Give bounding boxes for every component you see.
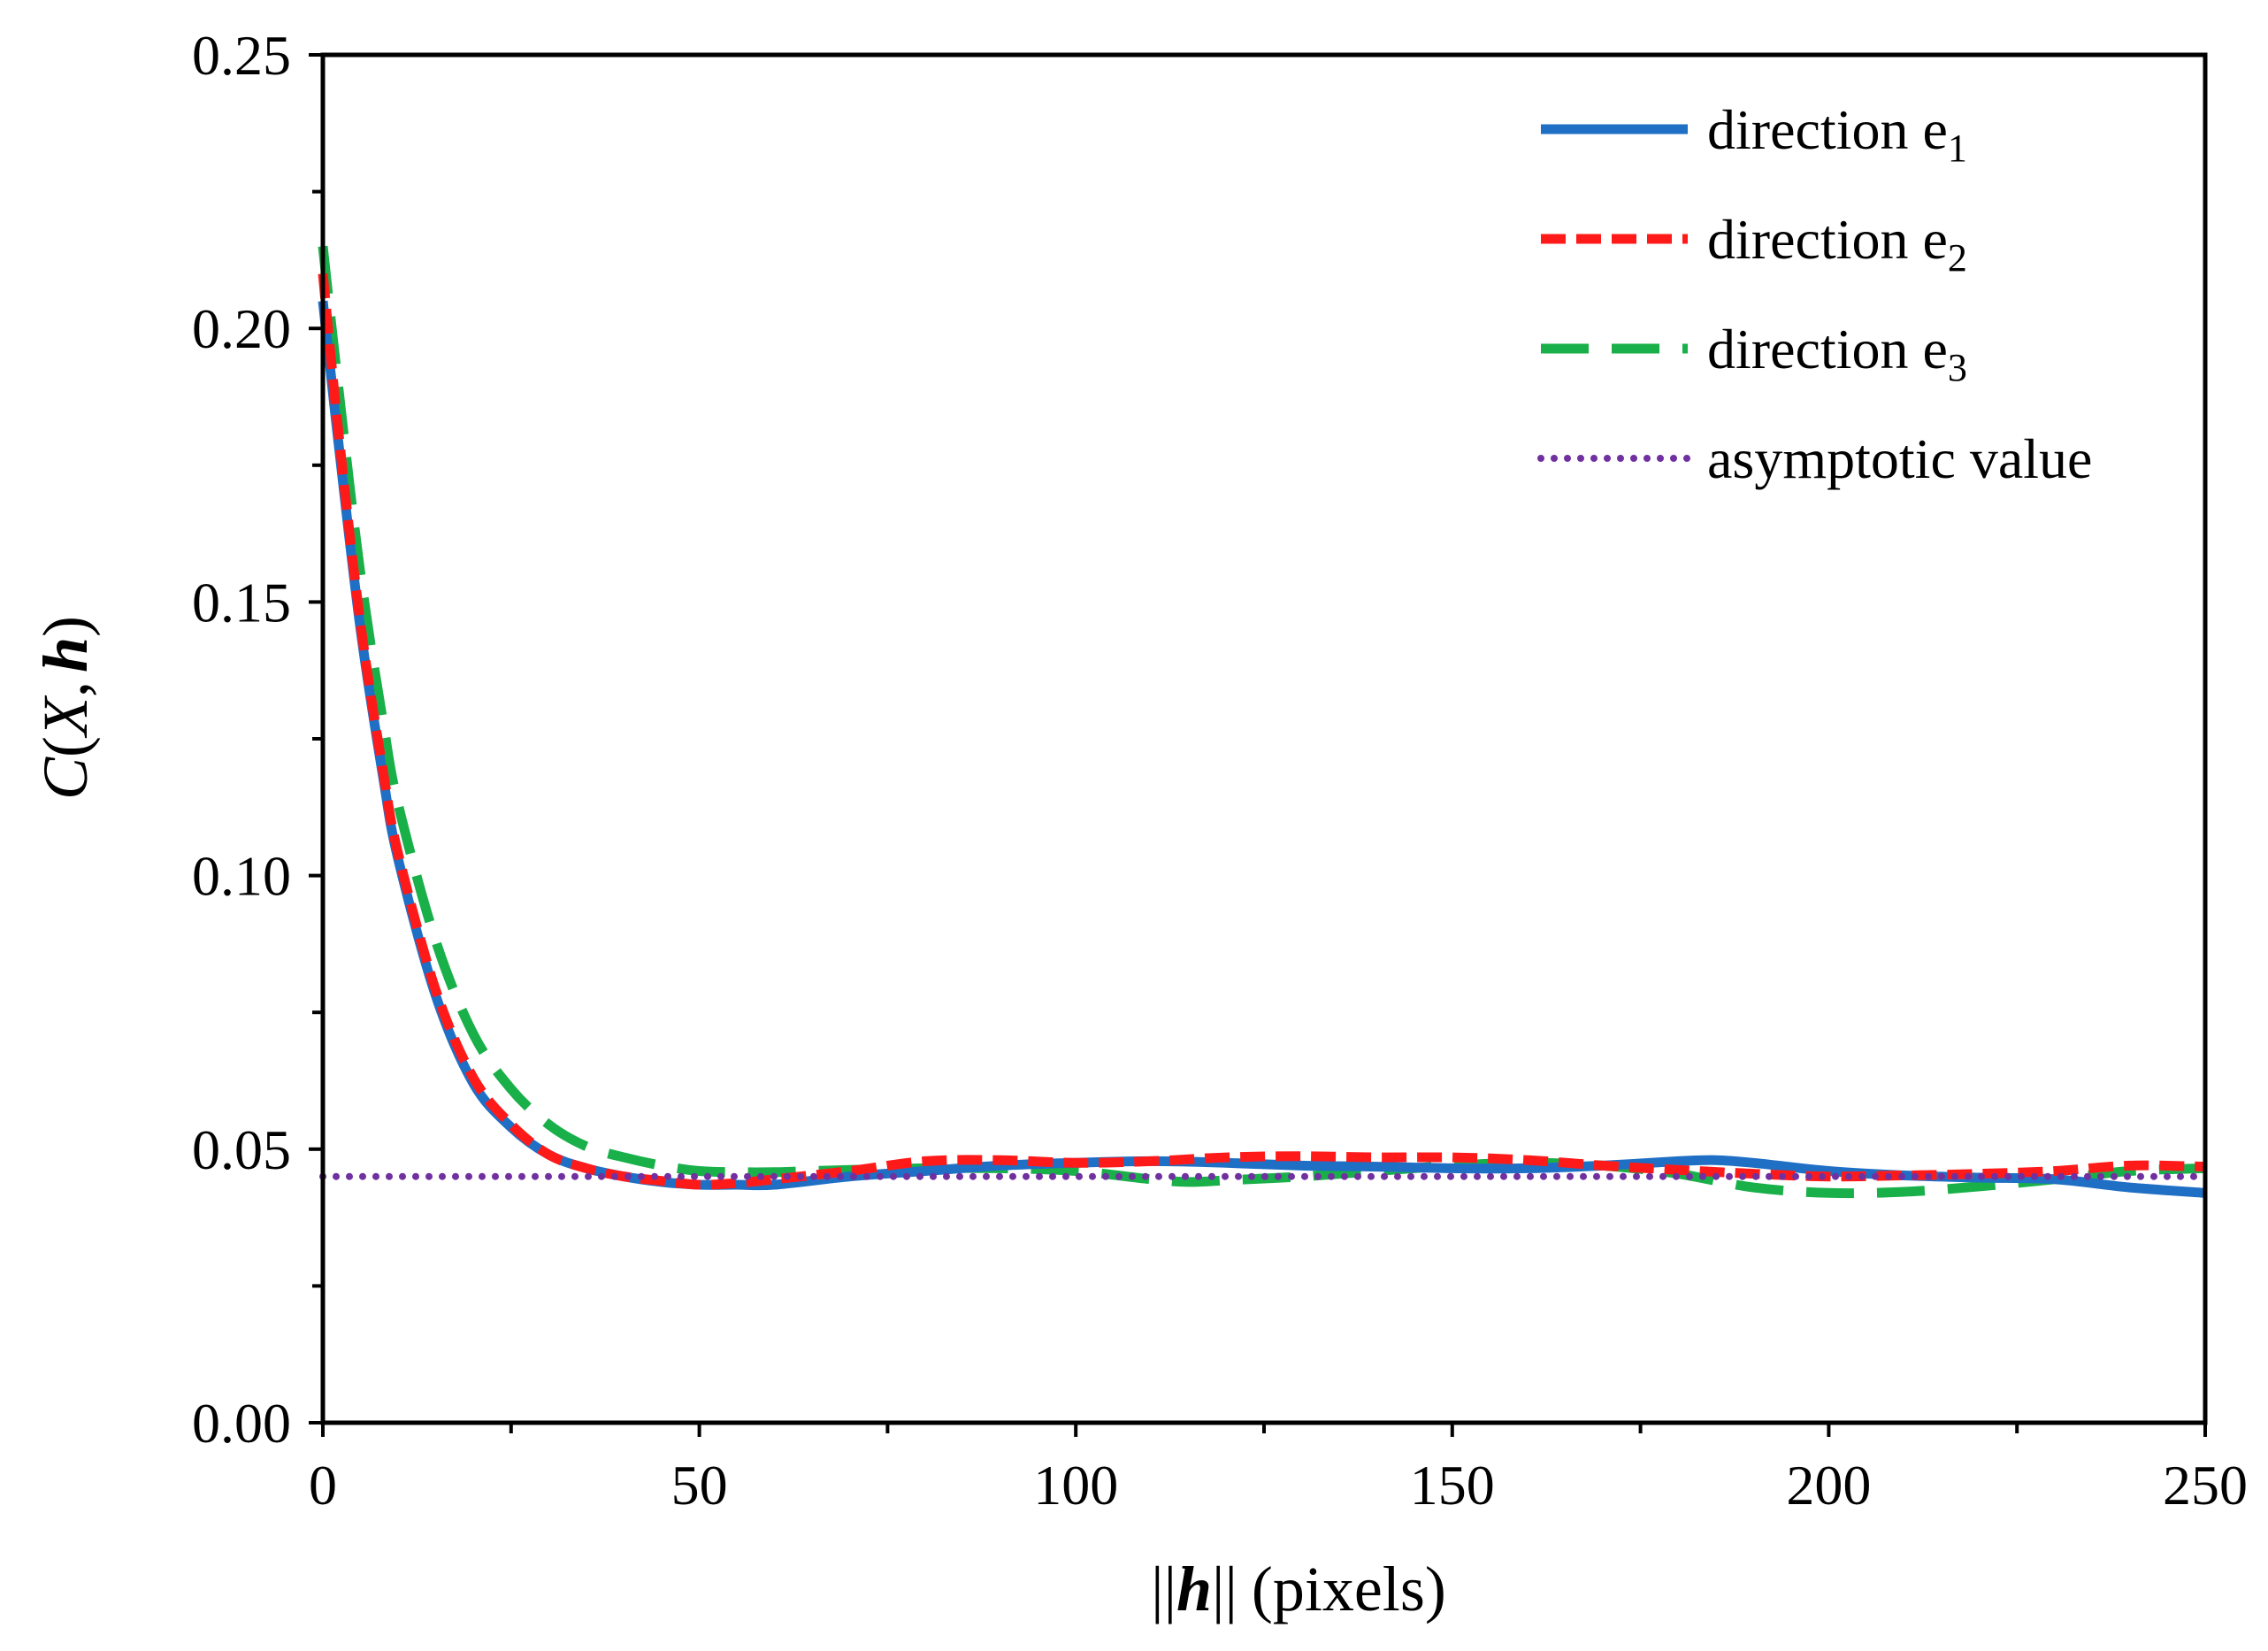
legend: direction e1 direction e2 direction e3 asym…	[1537, 98, 2092, 490]
y-axis-title-arg2: h	[30, 637, 101, 672]
y-tick-label: 0.00	[192, 1392, 291, 1455]
x-tick-label: 200	[1786, 1454, 1871, 1517]
x-axis-title-var: h	[1176, 1554, 1212, 1624]
y-axis-title-close: )	[30, 616, 101, 637]
legend-label: direction e1	[1707, 98, 1967, 170]
x-tick-label: 50	[671, 1454, 728, 1517]
y-axis-title: C(X, h)	[30, 616, 101, 800]
y-axis-title-arg1: X	[30, 695, 101, 739]
x-tick-label: 0	[309, 1454, 337, 1517]
y-tick-label: 0.20	[192, 297, 291, 360]
y-axis-title-sep: ,	[30, 681, 101, 697]
x-axis-title-unit: (pixels)	[1252, 1554, 1446, 1624]
y-axis-title-func: C	[30, 756, 101, 800]
series-layer	[318, 245, 2209, 1199]
legend-label: direction e3	[1707, 318, 1967, 389]
y-tick-label: 0.25	[192, 24, 291, 87]
x-tick-label: 150	[1410, 1454, 1495, 1517]
series-line-direction-e2	[318, 273, 2206, 1190]
y-tick-label: 0.15	[192, 571, 291, 634]
legend-label: asymptotic value	[1707, 427, 2092, 490]
x-axis-title: ||h|| (pixels)	[1151, 1554, 1446, 1624]
legend-label: direction e2	[1707, 208, 1967, 280]
x-tick-label: 100	[1033, 1454, 1118, 1517]
ticks-layer: 0 50 100 150 200 250 0.00 0.05 0.10 0.15 0.20 0.25	[192, 24, 2248, 1517]
series-line-direction-e1	[318, 300, 2206, 1198]
x-axis-title-norm-left: ||	[1151, 1554, 1176, 1624]
y-tick-label: 0.05	[192, 1118, 291, 1181]
y-axis-title-open: (	[30, 736, 101, 757]
x-axis-title-norm-right: ||	[1212, 1554, 1237, 1624]
x-tick-label: 250	[2163, 1454, 2248, 1517]
y-tick-label: 0.10	[192, 845, 291, 908]
